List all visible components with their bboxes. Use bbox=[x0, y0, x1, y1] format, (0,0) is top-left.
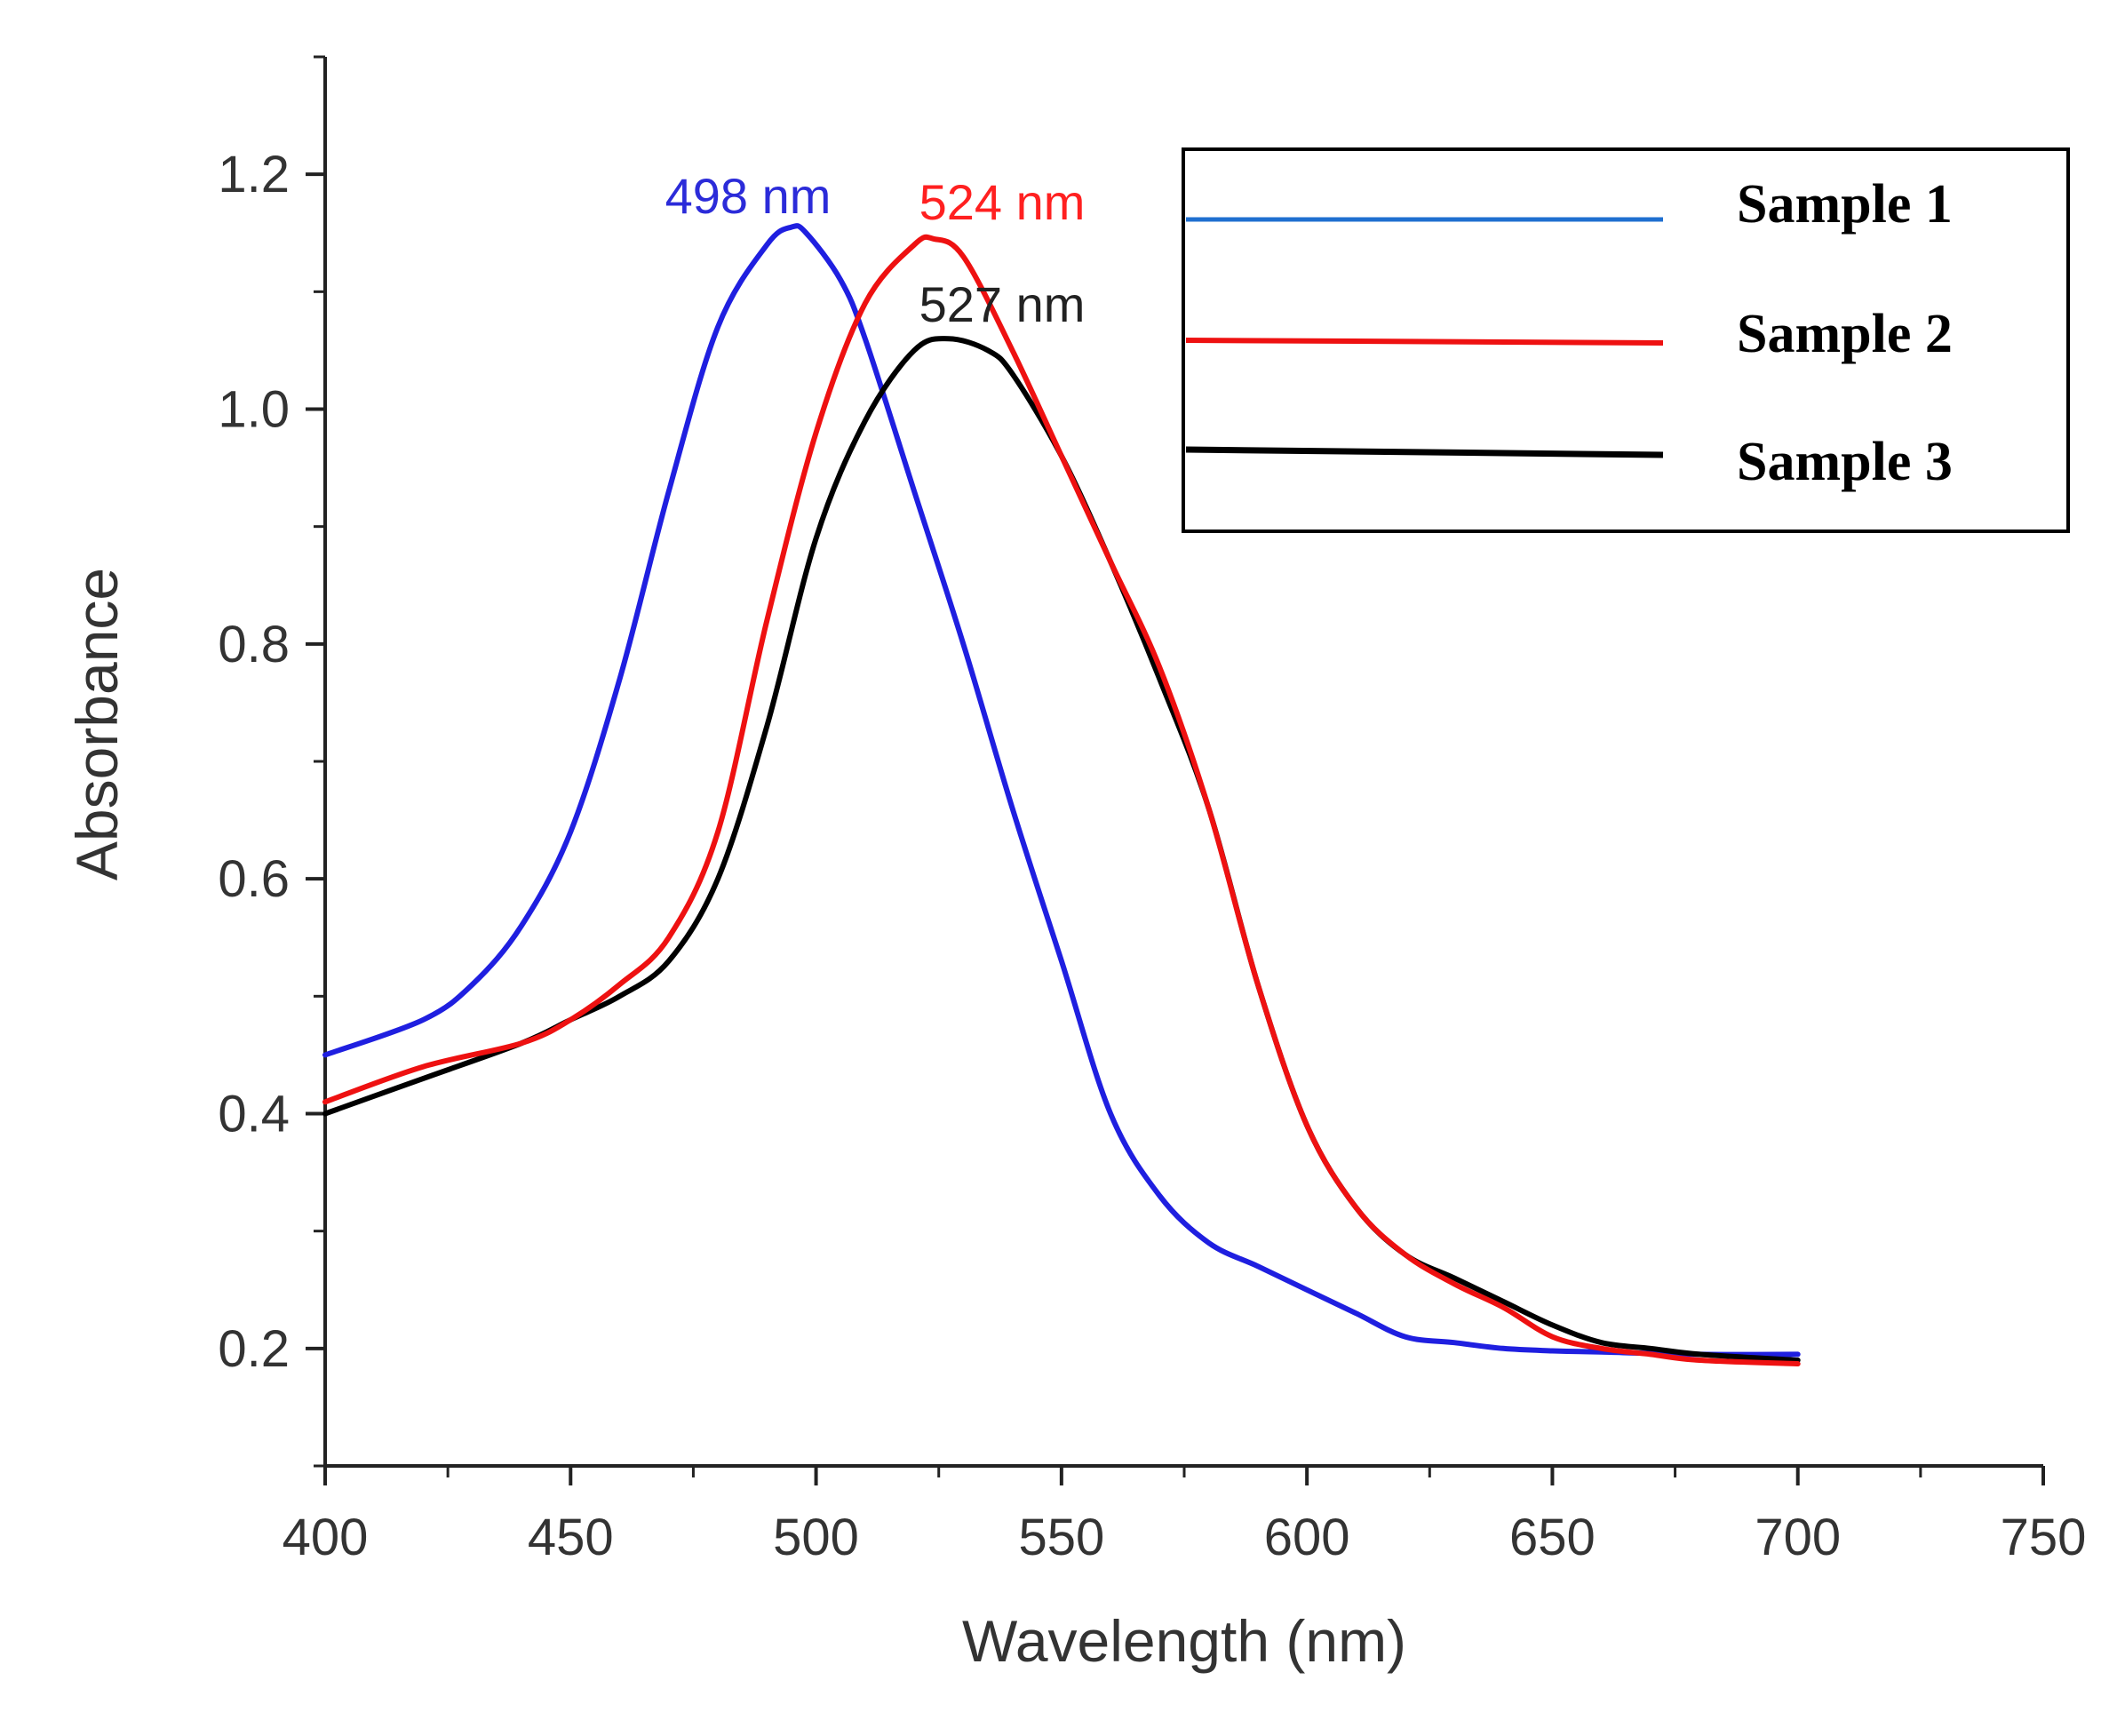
series-group bbox=[322, 223, 1801, 1366]
y-tick-label: 0.4 bbox=[218, 1086, 290, 1143]
x-tick-label: 750 bbox=[2001, 1509, 2087, 1566]
x-tick-label: 550 bbox=[1018, 1509, 1104, 1566]
y-tick-label: 1.2 bbox=[218, 146, 290, 203]
x-tick-label: 500 bbox=[773, 1509, 859, 1566]
legend: Sample 1 Sample 2 Sample 3 bbox=[1182, 147, 2070, 533]
legend-swatch-sample-2 bbox=[1185, 338, 1664, 346]
series-line-sample-1 bbox=[322, 223, 1801, 1358]
legend-label-sample-3: Sample 3 bbox=[1737, 432, 1953, 492]
y-tick-label: 0.6 bbox=[218, 850, 290, 908]
x-tick-label: 400 bbox=[283, 1509, 369, 1566]
y-tick-label: 0.2 bbox=[218, 1320, 290, 1378]
legend-label-sample-1: Sample 1 bbox=[1737, 174, 1953, 235]
peak-label-sample-1: 498 nm bbox=[665, 168, 832, 224]
peak-label-sample-2: 524 nm bbox=[919, 174, 1086, 230]
annotations: 498 nm 524 nm 527 nm bbox=[665, 168, 1086, 332]
x-tick-label: 650 bbox=[1509, 1509, 1596, 1566]
y-tick-label: 1.0 bbox=[218, 381, 290, 439]
y-ticks: 0.2 0.4 0.6 0.8 1.0 1.2 bbox=[218, 55, 325, 1468]
series-line-sample-2 bbox=[322, 234, 1801, 1366]
y-axis-title: Absorbance bbox=[64, 568, 130, 880]
x-ticks: 400 450 500 550 600 650 700 750 bbox=[283, 1466, 2087, 1566]
peak-label-sample-3: 527 nm bbox=[919, 276, 1086, 332]
x-tick-label: 450 bbox=[528, 1509, 614, 1566]
legend-label-sample-2: Sample 2 bbox=[1737, 304, 1953, 364]
y-tick-label: 0.8 bbox=[218, 616, 290, 673]
x-tick-label: 600 bbox=[1264, 1509, 1350, 1566]
x-axis-title: Wavelength (nm) bbox=[962, 1608, 1406, 1674]
legend-swatch-sample-3 bbox=[1185, 446, 1664, 458]
x-tick-label: 700 bbox=[1755, 1509, 1841, 1566]
